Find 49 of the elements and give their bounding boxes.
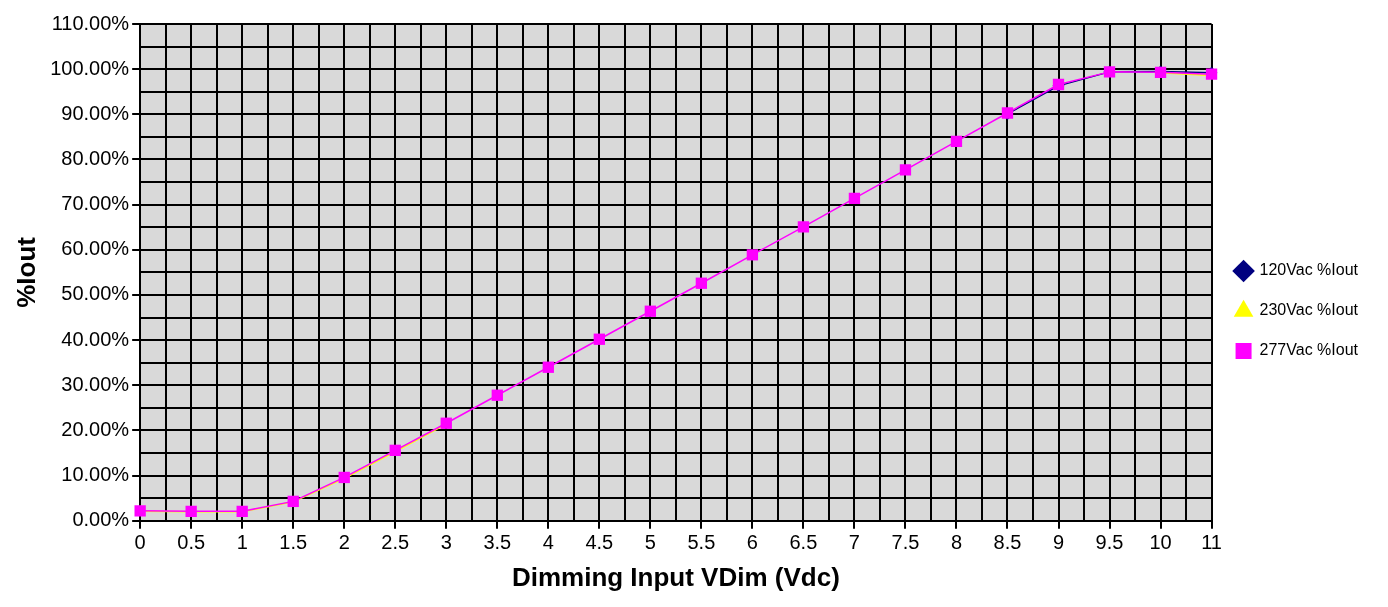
x-tick-label: 11 <box>1201 531 1222 554</box>
x-tick-label: 9 <box>1052 531 1065 554</box>
y-tick-label: 20.00% <box>61 417 130 440</box>
x-tick-label: 8.5 <box>993 531 1022 554</box>
x-tick-label: 4.5 <box>585 531 614 554</box>
y-tick-label: 60.00% <box>61 237 130 260</box>
x-axis-title: Dimming Input VDim (Vdc) <box>511 561 840 592</box>
y-tick-label: 30.00% <box>61 372 130 395</box>
point <box>542 361 554 373</box>
x-tick-label: 6 <box>746 531 758 554</box>
point <box>899 164 912 176</box>
x-tick-label: 5.5 <box>687 531 716 554</box>
x-tick-label: 7.5 <box>891 531 920 554</box>
point <box>695 277 708 289</box>
point <box>848 192 861 204</box>
x-tick-label: 9.5 <box>1095 531 1124 554</box>
x-tick-label: 2.5 <box>381 531 410 554</box>
x-tick-label: 0 <box>134 531 146 554</box>
y-tick-label: 100.00% <box>50 56 130 79</box>
x-tick-label: 1.5 <box>279 531 308 554</box>
y-tick-label: 110.00% <box>51 11 130 34</box>
y-axis-title: %Iout <box>10 236 41 308</box>
x-tick-label: 2 <box>338 531 350 554</box>
x-tick-label: 3.5 <box>483 531 512 554</box>
legend-label: 277Vac %Iout <box>1259 341 1359 359</box>
x-tick-label: 0.5 <box>177 531 206 554</box>
point <box>950 135 963 148</box>
x-tick-label: 10 <box>1149 531 1172 554</box>
y-tick-label: 10.00% <box>61 463 130 486</box>
point <box>491 389 503 401</box>
x-tick-label: 3 <box>440 531 452 554</box>
x-tick-label: 1 <box>236 531 248 554</box>
x-tick-label: 6.5 <box>789 531 818 554</box>
point <box>593 333 605 345</box>
x-tick-label: 5 <box>644 531 656 554</box>
x-tick-label: 8 <box>950 531 963 554</box>
point <box>746 249 759 261</box>
legend-label: 120Vac %Iout <box>1259 261 1359 279</box>
y-tick-label: 80.00% <box>61 147 130 170</box>
y-tick-label: 70.00% <box>61 192 130 215</box>
y-tick-label: 40.00% <box>61 327 130 350</box>
y-tick-label: 50.00% <box>61 282 130 305</box>
point <box>797 221 810 233</box>
y-tick-label: 90.00% <box>61 101 130 124</box>
x-tick-label: 7 <box>848 531 860 554</box>
y-tick-label: 0.00% <box>72 508 130 531</box>
legend-label: 230Vac %Iout <box>1259 301 1359 319</box>
x-tick-label: 4 <box>542 531 554 554</box>
point <box>644 305 657 317</box>
